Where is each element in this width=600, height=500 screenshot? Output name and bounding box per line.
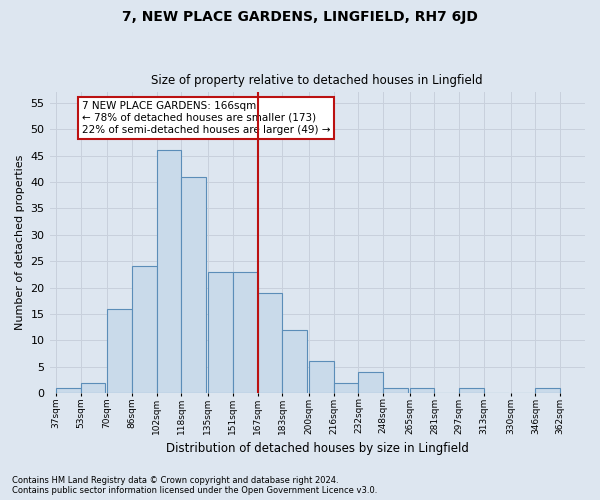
Bar xyxy=(80,382,106,393)
Bar xyxy=(208,272,233,393)
Bar xyxy=(410,388,434,393)
Text: 7 NEW PLACE GARDENS: 166sqm
← 78% of detached houses are smaller (173)
22% of se: 7 NEW PLACE GARDENS: 166sqm ← 78% of det… xyxy=(82,102,330,134)
Title: Size of property relative to detached houses in Lingfield: Size of property relative to detached ho… xyxy=(151,74,483,87)
Bar xyxy=(383,388,408,393)
Y-axis label: Number of detached properties: Number of detached properties xyxy=(15,155,25,330)
X-axis label: Distribution of detached houses by size in Lingfield: Distribution of detached houses by size … xyxy=(166,442,469,455)
Bar xyxy=(309,362,334,393)
Bar xyxy=(132,266,157,393)
Bar xyxy=(107,308,132,393)
Bar xyxy=(283,330,307,393)
Bar xyxy=(56,388,80,393)
Bar xyxy=(459,388,484,393)
Bar xyxy=(535,388,560,393)
Bar xyxy=(334,382,358,393)
Bar xyxy=(257,293,283,393)
Bar xyxy=(358,372,383,393)
Bar xyxy=(157,150,181,393)
Text: 7, NEW PLACE GARDENS, LINGFIELD, RH7 6JD: 7, NEW PLACE GARDENS, LINGFIELD, RH7 6JD xyxy=(122,10,478,24)
Bar xyxy=(181,177,206,393)
Text: Contains HM Land Registry data © Crown copyright and database right 2024.
Contai: Contains HM Land Registry data © Crown c… xyxy=(12,476,377,495)
Bar xyxy=(233,272,257,393)
